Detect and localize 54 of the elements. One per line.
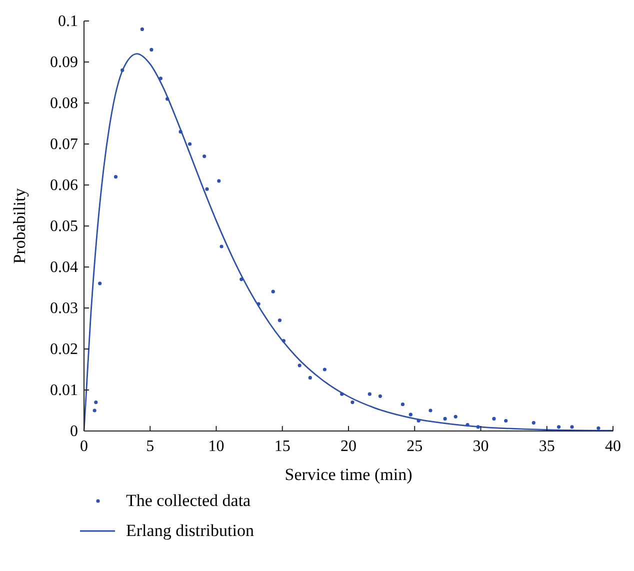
legend-label: The collected data [126, 491, 252, 510]
x-tick-label: 30 [472, 438, 489, 455]
point [220, 244, 224, 248]
point [428, 408, 432, 412]
point [400, 402, 405, 406]
point [556, 425, 561, 429]
point [350, 400, 354, 404]
x-tick-label: 35 [538, 438, 555, 455]
point [408, 412, 412, 416]
x-tick-label: 5 [146, 438, 154, 455]
y-tick-label: 0.06 [50, 177, 78, 194]
point [217, 179, 221, 183]
point [92, 408, 96, 412]
y-tick-label: 0.05 [50, 218, 78, 235]
y-axis-title: Probability [10, 188, 29, 264]
point [140, 27, 144, 31]
point [596, 426, 600, 430]
point [322, 368, 326, 372]
point [298, 364, 302, 368]
y-tick-label: 0.1 [58, 13, 78, 30]
point [454, 414, 458, 418]
point [443, 416, 447, 420]
point [98, 282, 102, 286]
legend-label: Erlang distribution [126, 521, 254, 540]
x-tick-label: 15 [274, 438, 290, 455]
y-tick-label: 0.09 [50, 54, 78, 71]
x-axis-title: Service time (min) [284, 465, 412, 484]
y-tick-label: 0.03 [50, 300, 78, 317]
x-tick-label: 25 [406, 438, 423, 455]
x-tick-label: 40 [605, 438, 621, 455]
point [205, 187, 209, 191]
y-tick-label: 0.02 [50, 341, 78, 358]
point [114, 175, 118, 179]
point [308, 376, 312, 380]
point [271, 290, 275, 294]
y-tick-label: 0.01 [50, 382, 78, 399]
x-tick-label: 10 [208, 438, 224, 455]
point [188, 142, 192, 146]
point [94, 400, 98, 404]
y-tick-label: 0.04 [50, 259, 78, 276]
y-tick-label: 0.07 [50, 136, 78, 153]
x-tick-label: 20 [340, 438, 356, 455]
point [150, 48, 154, 52]
point [532, 421, 536, 425]
point [202, 154, 206, 158]
point [504, 418, 508, 423]
point [158, 76, 163, 80]
point [378, 394, 382, 398]
y-tick-label: 0.08 [50, 95, 78, 112]
point [492, 416, 496, 420]
y-tick-label: 0 [70, 423, 78, 440]
point [570, 425, 574, 429]
point [368, 392, 372, 396]
point [278, 318, 282, 322]
